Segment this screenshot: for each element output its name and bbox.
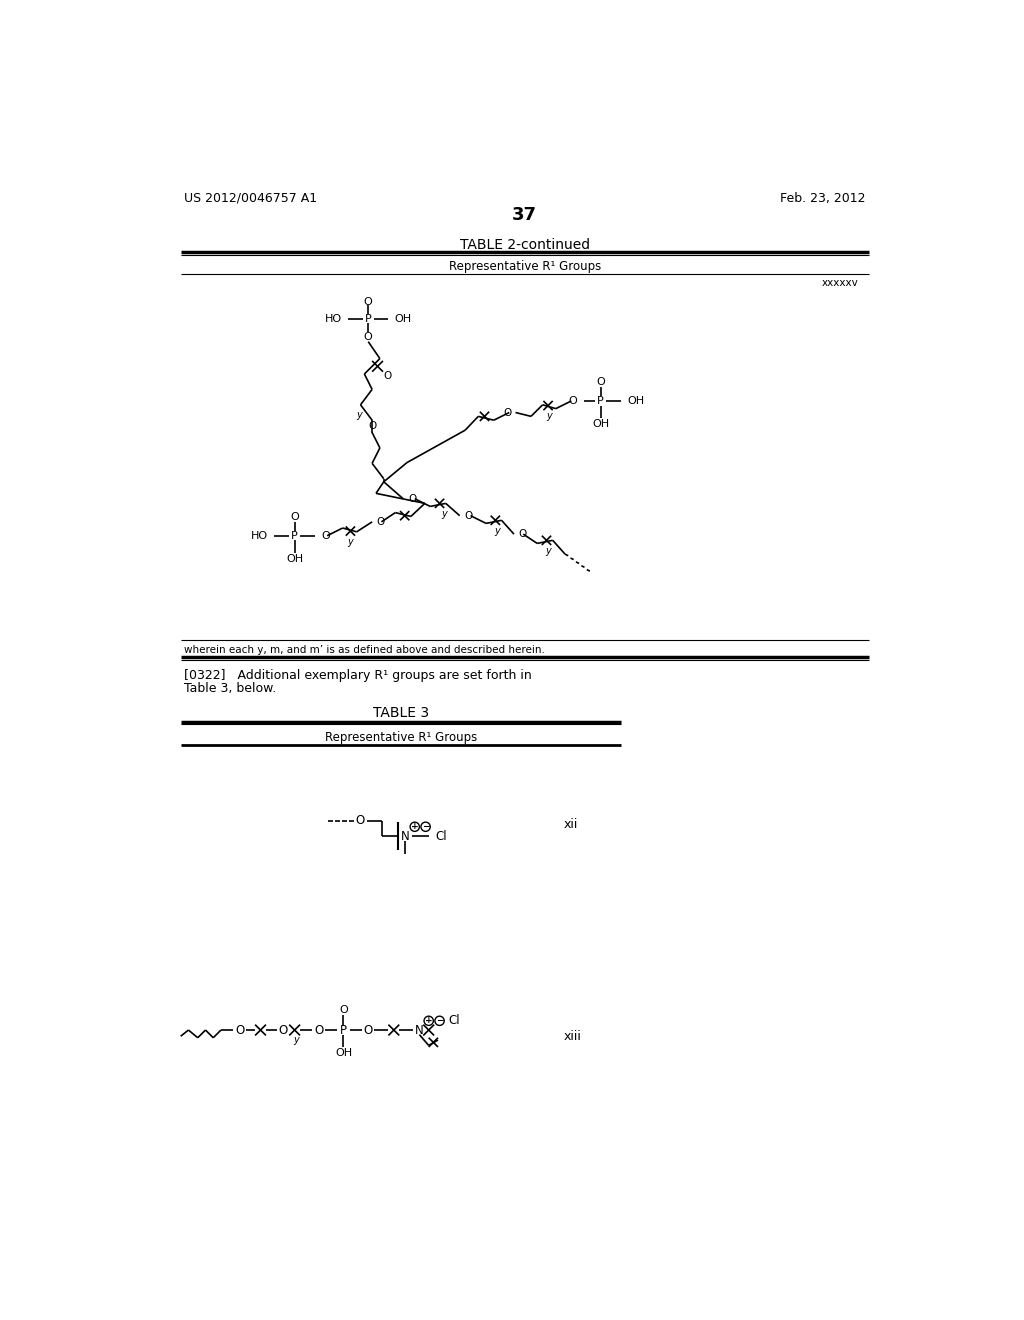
Text: OH: OH bbox=[394, 314, 412, 323]
Text: Cl: Cl bbox=[435, 829, 446, 842]
Text: OH: OH bbox=[592, 418, 609, 429]
Text: −: − bbox=[422, 822, 429, 832]
Text: y: y bbox=[293, 1035, 299, 1045]
Text: 37: 37 bbox=[512, 206, 538, 224]
Text: +: + bbox=[425, 1016, 432, 1026]
Text: Representative R¹ Groups: Representative R¹ Groups bbox=[449, 260, 601, 273]
Text: O: O bbox=[409, 494, 417, 504]
Text: O: O bbox=[321, 531, 330, 541]
Text: y: y bbox=[356, 409, 362, 420]
Text: −: − bbox=[436, 1016, 443, 1026]
Text: xiii: xiii bbox=[563, 1030, 582, 1043]
Text: wherein each y, m, and m’ is as defined above and described herein.: wherein each y, m, and m’ is as defined … bbox=[183, 644, 545, 655]
Text: y: y bbox=[347, 537, 353, 546]
Text: O: O bbox=[376, 517, 384, 527]
Text: Representative R¹ Groups: Representative R¹ Groups bbox=[325, 731, 477, 744]
Text: O: O bbox=[364, 333, 373, 342]
Text: N: N bbox=[415, 1023, 424, 1036]
Text: OH: OH bbox=[627, 396, 644, 407]
Text: O: O bbox=[518, 529, 527, 539]
Text: OH: OH bbox=[335, 1048, 352, 1059]
Text: xxxxxv: xxxxxv bbox=[821, 279, 858, 288]
Text: P: P bbox=[597, 396, 604, 407]
Text: Feb. 23, 2012: Feb. 23, 2012 bbox=[780, 191, 866, 205]
Text: y: y bbox=[494, 527, 500, 536]
Text: O: O bbox=[279, 1023, 288, 1036]
Text: +: + bbox=[411, 822, 419, 832]
Text: OH: OH bbox=[286, 554, 303, 564]
Text: y: y bbox=[441, 510, 446, 519]
Text: N: N bbox=[401, 829, 410, 842]
Text: TABLE 2-continued: TABLE 2-continued bbox=[460, 238, 590, 252]
Text: O: O bbox=[384, 371, 392, 380]
Text: O: O bbox=[364, 1023, 373, 1036]
Text: Table 3, below.: Table 3, below. bbox=[183, 681, 276, 694]
Text: O: O bbox=[364, 297, 373, 306]
Text: O: O bbox=[234, 1023, 245, 1036]
Text: O: O bbox=[596, 378, 605, 388]
Text: US 2012/0046757 A1: US 2012/0046757 A1 bbox=[183, 191, 316, 205]
Text: O: O bbox=[339, 1005, 348, 1015]
Text: O: O bbox=[568, 396, 578, 407]
Text: O: O bbox=[504, 408, 512, 417]
Text: xii: xii bbox=[563, 818, 578, 832]
Text: P: P bbox=[340, 1023, 347, 1036]
Text: y: y bbox=[545, 546, 551, 556]
Text: y: y bbox=[547, 412, 553, 421]
Text: O: O bbox=[369, 421, 377, 432]
Text: O: O bbox=[314, 1023, 324, 1036]
Text: O: O bbox=[356, 814, 366, 828]
Text: O: O bbox=[464, 511, 473, 520]
Text: TABLE 3: TABLE 3 bbox=[373, 706, 429, 719]
Text: Cl: Cl bbox=[449, 1014, 460, 1027]
Text: P: P bbox=[291, 531, 298, 541]
Text: O: O bbox=[290, 512, 299, 523]
Text: HO: HO bbox=[325, 314, 342, 323]
Text: [0322]   Additional exemplary R¹ groups are set forth in: [0322] Additional exemplary R¹ groups ar… bbox=[183, 669, 531, 682]
Text: P: P bbox=[365, 314, 372, 323]
Text: HO: HO bbox=[251, 531, 268, 541]
